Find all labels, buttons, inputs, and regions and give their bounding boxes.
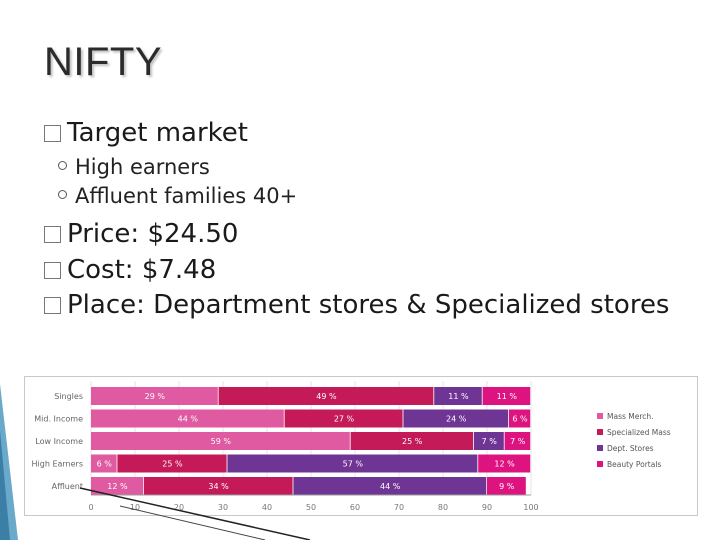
data-label: 12 % [494,460,515,469]
bar-segment [487,477,526,495]
bullet-box-icon [44,262,61,279]
bar-segment [434,387,482,405]
bullet-text: Price: $24.50 [67,219,239,249]
bullet-box-icon [44,297,61,314]
bullet-text: Target market [67,118,248,148]
bar-segment [91,432,350,450]
sub-bullet-high-earners: High earners [58,155,210,179]
data-label: 29 % [145,392,166,401]
ring-bullet-icon [58,190,67,199]
data-label: 6 % [512,415,528,424]
legend-label: Mass Merch. [607,412,654,421]
x-tick-label: 30 [218,503,228,512]
legend-swatch [597,445,603,451]
bar-segment [91,409,284,428]
bar-segment [473,432,504,450]
sub-bullet-text: High earners [75,155,210,179]
x-tick-label: 100 [523,503,538,512]
legend-label: Beauty Portals [607,460,661,469]
ring-bullet-icon [58,161,67,170]
bullet-target-market: Target market [44,118,248,148]
legend-label: Dept. Stores [607,444,654,453]
category-label: High Earners [32,460,83,469]
data-label: 11 % [497,392,518,401]
bullet-place: Place: Department stores & Specialized s… [44,290,669,320]
sub-bullet-text: Affluent families 40+ [75,184,298,208]
data-label: 25 % [162,460,183,469]
bar-segment [91,454,117,473]
legend-swatch [597,461,603,467]
bullet-box-icon [44,226,61,243]
bar-segment [227,454,478,473]
category-label: Affluent [52,482,83,491]
data-label: 24 % [446,415,467,424]
bar-segment [218,387,434,405]
slide-title: NIFTY [44,40,163,84]
legend-swatch [597,413,603,419]
bar-segment [504,432,531,450]
category-label: Low Income [35,437,83,446]
bullet-box-icon [44,125,61,142]
legend-label: Specialized Mass [607,428,671,437]
bullet-cost: Cost: $7.48 [44,255,216,285]
data-label: 11 % [448,392,469,401]
data-label: 44 % [178,415,199,424]
x-tick-label: 10 [130,503,140,512]
category-label: Singles [54,392,83,401]
data-label: 7 % [510,437,526,446]
stacked-bar-chart: Singles 29 % 49 % 11 % 11 % Mid. Income 44 % 27… [24,376,698,516]
x-tick-label: 80 [438,503,448,512]
x-tick-label: 40 [262,503,272,512]
x-tick-label: 70 [394,503,404,512]
bar-segment [91,387,218,405]
x-tick-label: 50 [306,503,316,512]
bar-segment [478,454,531,473]
x-tick-label: 0 [88,503,93,512]
bullet-price: Price: $24.50 [44,219,238,249]
bar-segment [350,432,473,450]
data-label: 7 % [482,437,498,446]
data-label: 34 % [208,482,229,491]
legend-swatch [597,429,603,435]
bar-segment [284,409,403,428]
data-label: 57 % [343,460,364,469]
sub-bullet-affluent: Affluent families 40+ [58,184,297,208]
data-label: 49 % [316,392,337,401]
decor-blue-shape [0,430,10,540]
data-label: 6 % [97,460,113,469]
x-tick-label: 20 [174,503,184,512]
bar-segment [509,409,531,428]
decor-blue-shape [0,384,18,540]
data-label: 27 % [334,415,355,424]
chart-svg: Singles 29 % 49 % 11 % 11 % Mid. Income 44 % 27… [32,381,671,512]
bar-segment [482,387,531,405]
x-tick-label: 60 [350,503,360,512]
bullet-text: Cost: $7.48 [67,255,217,285]
bar-segment [293,477,487,495]
data-label: 25 % [402,437,423,446]
category-label: Mid. Income [34,415,83,424]
data-label: 44 % [380,482,401,491]
bar-segment [117,454,227,473]
data-label: 9 % [499,482,515,491]
data-label: 59 % [211,437,232,446]
bullet-text: Place: Department stores & Specialized s… [67,290,670,320]
bar-segment [403,409,509,428]
data-label: 12 % [107,482,128,491]
x-tick-label: 90 [482,503,492,512]
